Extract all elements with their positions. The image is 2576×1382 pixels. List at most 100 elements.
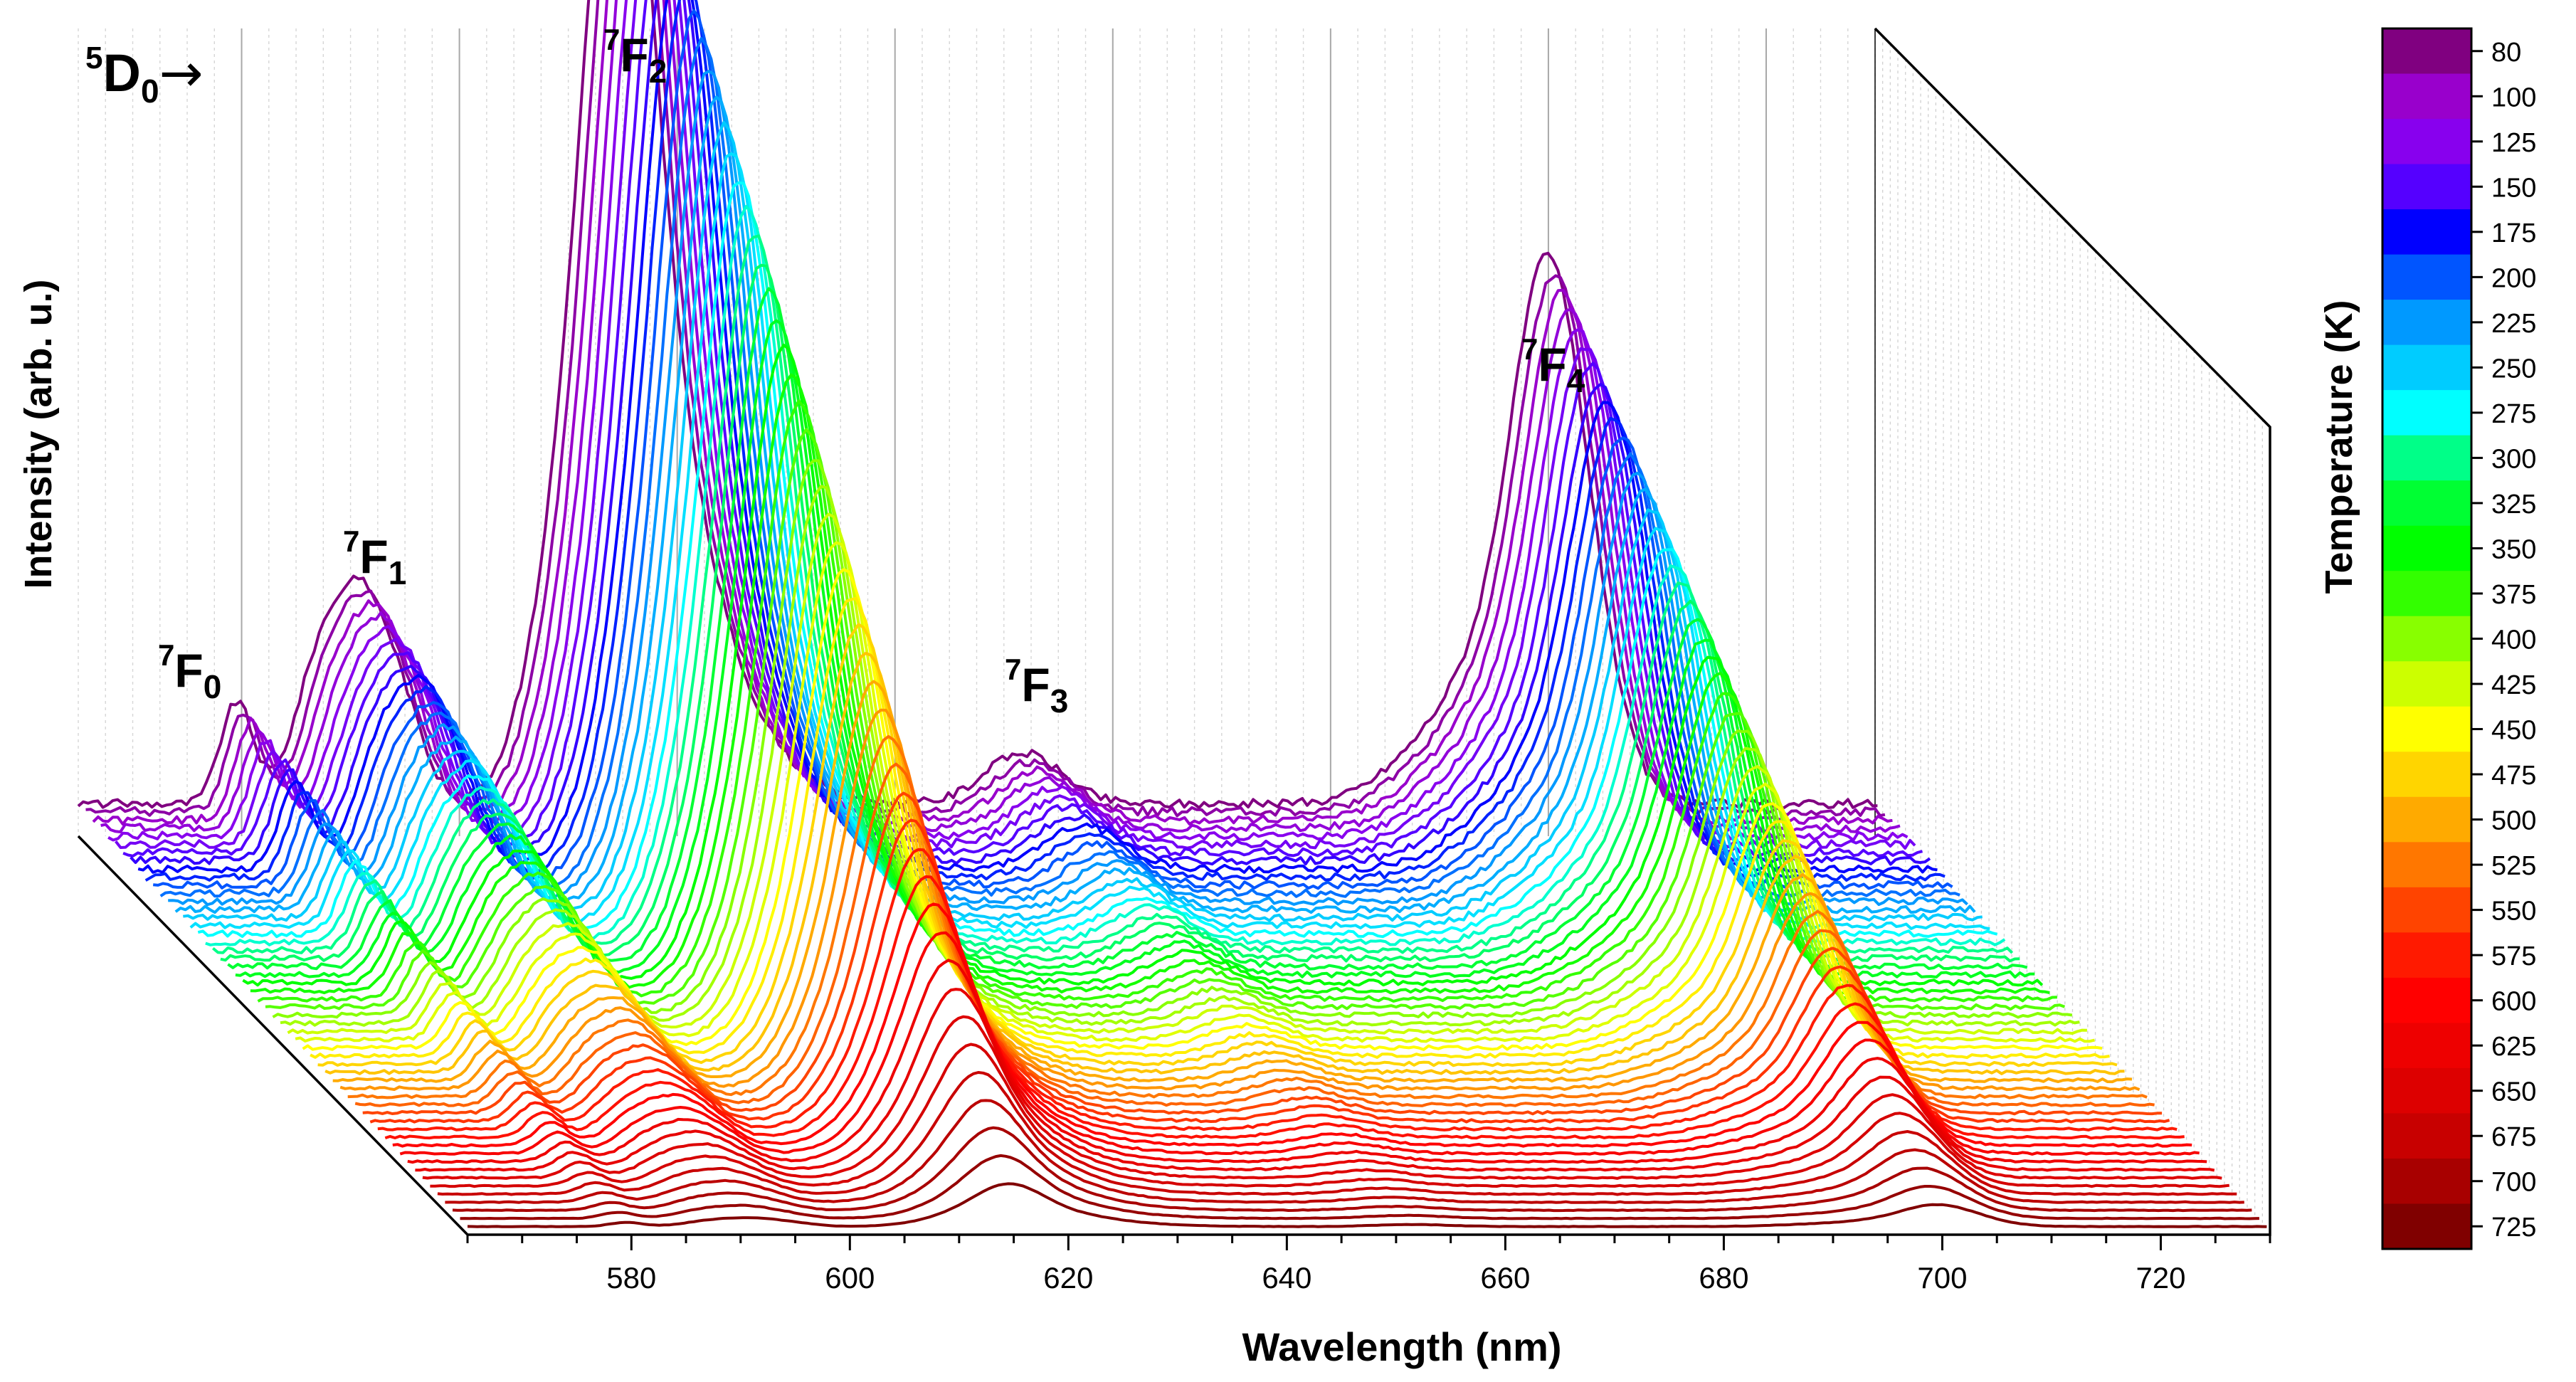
peak-label-7F3: 7F3: [1005, 653, 1068, 719]
x-tick-label: 660: [1480, 1261, 1530, 1294]
colorbar-swatch: [2382, 164, 2471, 210]
colorbar-tick-label: 475: [2491, 761, 2536, 791]
colorbar-swatch: [2382, 119, 2471, 165]
spectrum-line: [317, 623, 2118, 1067]
corner-transition-label: 5D0→: [85, 41, 204, 110]
corner-label-arrow: →: [159, 43, 204, 104]
colorbar-tick-label: 275: [2491, 399, 2536, 429]
colorbar-tick-label: 725: [2491, 1213, 2536, 1243]
x-tick-label: 600: [825, 1261, 875, 1294]
colorbar-tick-label: 650: [2491, 1077, 2536, 1107]
colorbar-tick-label: 175: [2491, 218, 2536, 248]
colorbar-swatch: [2382, 390, 2471, 436]
temperature-colorbar: 80 100 125 150 175 200 225 250 275 300 325 350 375 40…: [2381, 27, 2536, 1250]
colorbar-tick-label: 250: [2491, 354, 2536, 384]
spectrum-line: [452, 1126, 2252, 1213]
peak-label-7F1: 7F1: [343, 524, 406, 591]
corner-label-superscript: 5: [85, 41, 102, 75]
colorbar-swatch: [2382, 796, 2471, 843]
x-axis-label: Wavelength (nm): [1242, 1324, 1561, 1369]
spectrum-line: [369, 818, 2170, 1124]
colorbar-swatch: [2382, 977, 2471, 1023]
spectrum-line: [220, 263, 2020, 963]
colorbar-tick-label: 425: [2491, 670, 2536, 700]
spectrum-line: [205, 205, 2006, 946]
colorbar-tick-label: 300: [2491, 444, 2536, 474]
colorbar-tick-label: 200: [2491, 263, 2536, 293]
spectrum-line: [310, 596, 2110, 1060]
x-tick-label: 640: [1262, 1261, 1311, 1294]
spectrum-line: [392, 902, 2192, 1148]
x-tick-label: 700: [1917, 1261, 1967, 1294]
spectrum-line: [287, 512, 2087, 1035]
colorbar-tick-label: 225: [2491, 309, 2536, 339]
peak-label-7F2: 7F2: [603, 23, 667, 90]
colorbar-tick-label: 675: [2491, 1122, 2536, 1152]
colorbar-swatch: [2382, 344, 2471, 391]
colorbar-tick-label: 150: [2491, 173, 2536, 203]
spectrum-line: [265, 428, 2066, 1011]
colorbar-swatch: [2382, 435, 2471, 481]
spectrum-line: [137, 0, 1938, 874]
spectrum-line: [437, 1071, 2237, 1196]
x-tick-label: 680: [1699, 1261, 1748, 1294]
spectrum-line: [467, 1182, 2267, 1228]
colorbar-swatch: [2382, 73, 2471, 120]
spectrum-line: [460, 1154, 2259, 1220]
spectrum-line: [122, 0, 1923, 858]
colorbar-tick-label: 525: [2491, 851, 2536, 881]
colorbar-tick-label: 375: [2491, 580, 2536, 610]
colorbar-label: Temperature (K): [2318, 300, 2360, 594]
colorbar-tick-label: 500: [2491, 806, 2536, 836]
colorbar-swatch: [2382, 887, 2471, 933]
spectrum-line: [445, 1099, 2244, 1204]
spectrum-line: [212, 234, 2014, 954]
colorbar-tick-label: 550: [2491, 897, 2536, 927]
right-wall-gridlines: [1882, 36, 2263, 1228]
colorbar-swatch: [2382, 616, 2471, 662]
colorbar-swatch: [2382, 842, 2471, 888]
colorbar-swatch: [2382, 254, 2471, 300]
x-axis: 580 600 620 640 660 680 700 720: [466, 1235, 2271, 1294]
x-tick-label: 720: [2136, 1261, 2185, 1294]
spectrum-line: [384, 875, 2185, 1140]
x-tick-label: 620: [1043, 1261, 1093, 1294]
colorbar-swatch: [2382, 28, 2471, 75]
spectrum-line: [189, 152, 1990, 931]
spectrum-line: [422, 1015, 2222, 1180]
colorbar-tick-label: 100: [2491, 83, 2536, 112]
spectrum-line: [272, 459, 2073, 1019]
colorbar-swatch: [2382, 1023, 2471, 1069]
spectrum-line: [227, 287, 2028, 971]
colorbar-tick-label: 325: [2491, 490, 2536, 519]
corner-label-subscript: 0: [141, 73, 159, 110]
spectrum-line: [115, 0, 1916, 850]
spectrum-line: [407, 959, 2207, 1164]
colorbar-tick-label: 700: [2491, 1168, 2536, 1198]
colorbar-swatch: [2382, 1067, 2471, 1114]
colorbar-swatch: [2382, 751, 2471, 798]
spectrum-line: [250, 373, 2050, 995]
colorbar-tick-label: 625: [2491, 1032, 2536, 1062]
spectra-series: [77, 0, 2267, 1228]
colorbar-tick-label: 450: [2491, 716, 2536, 746]
spectrum-line: [399, 931, 2200, 1156]
colorbar-swatch: [2382, 209, 2471, 255]
colorbar-swatch: [2382, 571, 2471, 617]
colorbar-tick-label: 350: [2491, 534, 2536, 564]
colorbar-swatch: [2382, 706, 2471, 752]
corner-label-main: D: [102, 43, 140, 102]
colorbar-tick-label: 125: [2491, 128, 2536, 158]
peak-label-7F0: 7F0: [158, 638, 221, 705]
colorbar-swatch: [2382, 300, 2471, 346]
colorbar-swatch: [2382, 661, 2471, 707]
colorbar-swatch: [2382, 1158, 2471, 1204]
colorbar-swatch: [2382, 1113, 2471, 1159]
colorbar-swatch: [2382, 1203, 2471, 1250]
colorbar-swatch: [2382, 480, 2471, 527]
colorbar-tick-label: 400: [2491, 626, 2536, 655]
spectrum-line: [377, 848, 2178, 1132]
peak-labels: 7F0 7F1 7F2 7F3 7F4: [158, 23, 1585, 719]
colorbar-tick-label: 600: [2491, 987, 2536, 1017]
